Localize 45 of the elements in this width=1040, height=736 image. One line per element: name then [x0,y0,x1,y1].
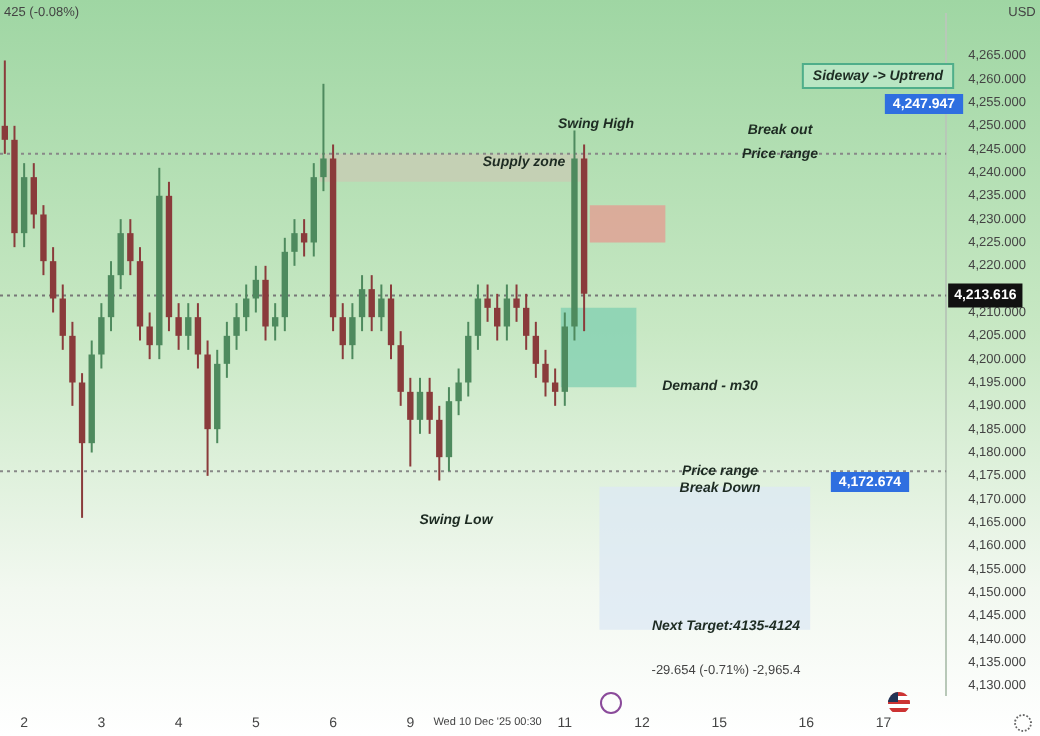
candlestick [252,264,260,314]
candlestick [368,274,375,333]
candlestick [175,302,182,351]
candlestick [320,82,327,193]
candlestick [30,162,37,230]
candlestick [243,283,250,333]
candlestick [387,283,395,361]
candlestick [349,302,356,361]
candlestick [484,283,491,323]
candlestick [146,311,153,361]
candlestick [358,274,366,333]
candlestick [271,302,279,342]
candlestick [465,320,472,398]
candlestick [542,348,549,398]
candlestick [107,260,115,333]
candlestick [522,292,530,351]
candlestick [503,283,511,342]
candlestick [98,302,105,370]
candlestick [551,367,559,407]
candlestick [69,320,76,407]
candlestick [40,204,47,277]
candlestick [1,59,9,155]
candlestick [59,283,66,351]
candlestick [49,246,57,314]
candlestick [185,302,192,351]
candlestick [532,320,540,379]
candlestick [127,218,134,277]
candlestick [416,376,424,435]
candlestick [426,376,433,435]
candlestick [474,283,482,351]
candlestick [223,320,231,379]
candlestick [436,404,443,482]
candlestick [513,283,520,323]
candlestick [300,218,308,258]
candlestick [233,302,240,351]
candlestick [339,302,346,361]
candlestick [455,367,462,417]
candlestick [262,264,269,342]
candlestick [397,330,404,407]
candlestick [378,283,385,333]
candlestick [117,218,124,291]
candlestick [194,302,202,370]
candlestick [407,376,414,468]
candlestick [494,292,501,342]
candlestick [291,218,298,267]
